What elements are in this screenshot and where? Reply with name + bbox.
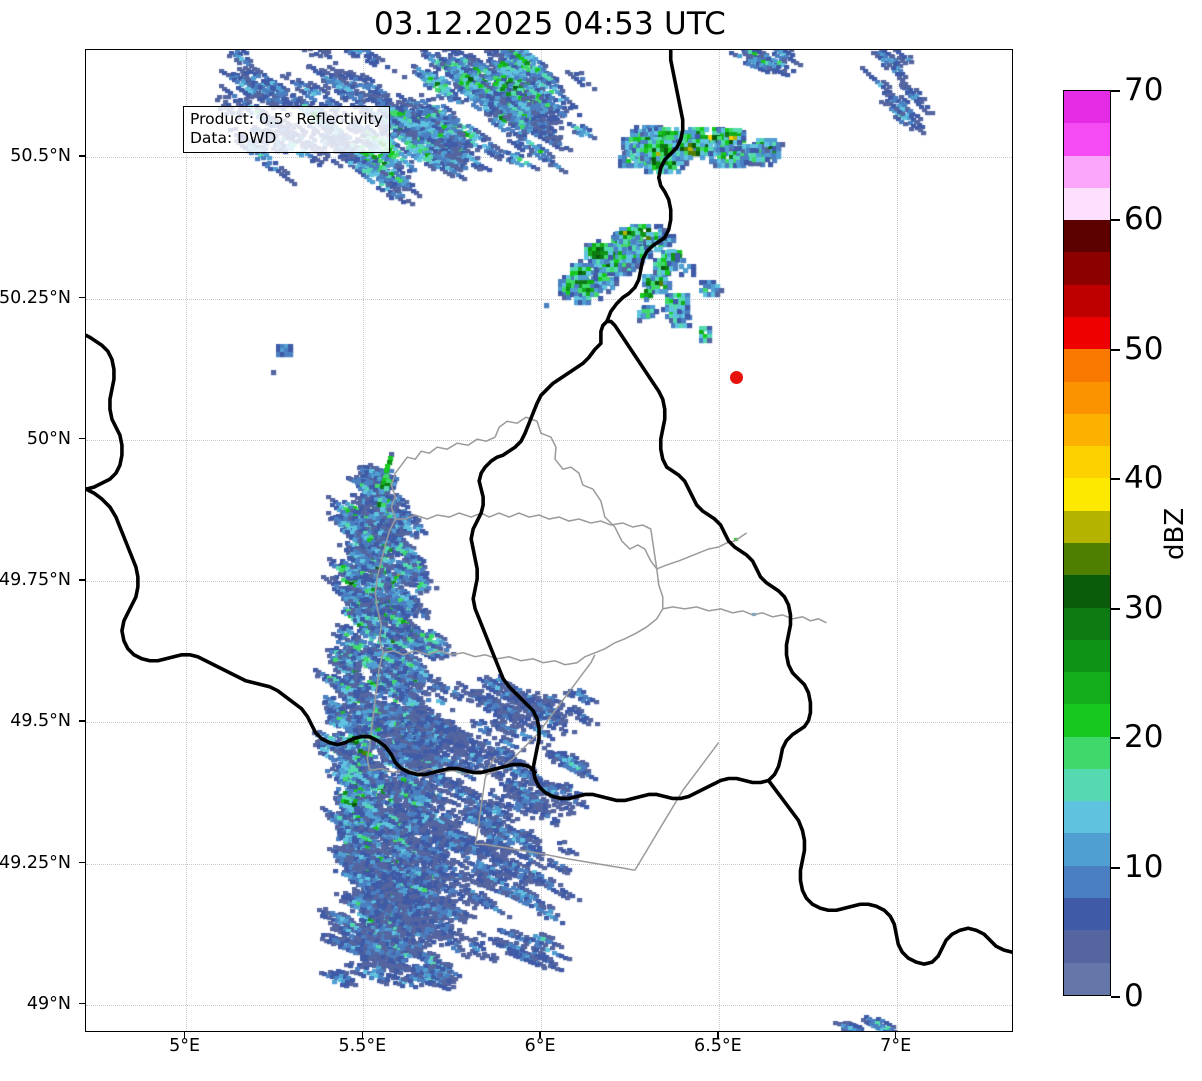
colorbar-band [1064,220,1110,253]
product-line: Product: 0.5° Reflectivity [190,110,383,128]
colorbar-tickmark [1111,866,1120,869]
colorbar-band [1064,510,1110,543]
colorbar-band [1064,316,1110,350]
radar-site-marker[interactable] [730,371,744,385]
lat-tick-label: 49.25°N [0,852,71,873]
colorbar-axis-label: dBZ [1160,507,1190,560]
colorbar-tick-label: 20 [1124,719,1164,756]
canton-borders [366,416,827,872]
colorbar-tick-label: 70 [1124,72,1164,108]
colorbar-band [1064,575,1110,608]
lat-tick-label: 50°N [26,428,71,449]
latitude-tick-labels: 50.5°N 50.25°N 50°N 49.75°N 49.5°N 49.25°N 49°… [0,49,79,1032]
colorbar-band [1064,155,1110,188]
colorbar-tickmark [1111,478,1120,481]
colorbar-band [1064,704,1110,737]
lat-tickmark [79,579,85,581]
colorbar-band [1064,672,1110,705]
lat-tickmark [79,720,85,722]
lat-tickmark [79,296,85,299]
colorbar-band [1064,865,1110,899]
colorbar-band [1064,413,1110,447]
lat-tickmark [79,861,85,864]
lat-tickmark [79,437,85,440]
lat-tick-label: 49.75°N [0,570,71,591]
colorbar-band [1064,736,1110,769]
lon-tick-label: 6°E [524,1036,556,1056]
colorbar-band [1064,478,1110,511]
colorbar-tickmark [1111,996,1120,998]
map-borders-layer [86,50,1012,966]
map-plot-area[interactable]: Product: 0.5° Reflectivity Data: DWD [85,49,1013,1032]
colorbar-band [1064,349,1110,382]
lat-tick-label: 50.25°N [0,287,71,308]
colorbar-band [1064,381,1110,414]
lon-tickmark [894,1032,897,1038]
lon-tick-label: 6.5°E [694,1036,742,1056]
colorbar-band [1064,284,1110,317]
map-clip [86,50,1012,1031]
colorbar-band [1064,123,1110,156]
lon-tickmark [539,1032,541,1038]
colorbar-tick-label: 40 [1124,460,1164,497]
colorbar-tick-label: 10 [1124,848,1164,885]
colorbar-band [1064,833,1110,866]
lon-tickmark [183,1032,186,1038]
colorbar-band [1064,446,1110,479]
longitude-tick-labels: 5°E 5.5°E 6°E 6.5°E 7°E [85,1036,1013,1076]
lon-tickmark [717,1032,719,1038]
lat-tick-label: 50.5°N [10,146,71,167]
colorbar-tickmark [1111,607,1120,610]
lon-tick-label: 5.5°E [338,1036,387,1056]
colorbar-band [1064,898,1110,931]
colorbar-tick-label: 30 [1124,589,1164,626]
colorbar-tick-label: 60 [1124,201,1164,238]
radar-reflectivity-layer [86,50,1012,1031]
lat-tick-label: 49.5°N [10,711,71,732]
data-source-line: Data: DWD [190,128,277,147]
colorbar-gradient [1063,90,1111,996]
lon-tick-label: 5°E [169,1036,201,1056]
colorbar-band [1064,768,1110,802]
colorbar-tick-label: 50 [1124,330,1164,367]
lon-tick-label: 7°E [880,1036,912,1056]
product-info-box: Product: 0.5° Reflectivity Data: DWD [183,106,390,153]
lat-tickmark [79,155,85,157]
colorbar-band [1064,962,1110,995]
country-borders [86,50,1012,966]
colorbar-band [1064,542,1110,576]
lat-tickmark [79,1002,85,1005]
colorbar-band [1064,91,1110,124]
colorbar-band [1064,607,1110,640]
colorbar-tickmark [1111,219,1120,222]
colorbar-band [1064,930,1110,963]
colorbar[interactable]: 70 60 50 40 30 20 10 0 [1063,72,1202,1014]
lat-tick-label: 49°N [26,993,71,1014]
colorbar-band [1064,187,1110,221]
colorbar-ticks: 70 60 50 40 30 20 10 0 [1111,72,1201,1014]
colorbar-tickmark [1111,348,1120,351]
colorbar-band [1064,639,1110,673]
lon-tickmark [361,1032,364,1038]
colorbar-tickmark [1111,90,1120,92]
colorbar-band [1064,801,1110,834]
colorbar-band [1064,252,1110,285]
page-title: 03.12.2025 04:53 UTC [374,6,726,42]
colorbar-tick-label: 0 [1124,978,1144,1014]
colorbar-tickmark [1111,737,1120,740]
